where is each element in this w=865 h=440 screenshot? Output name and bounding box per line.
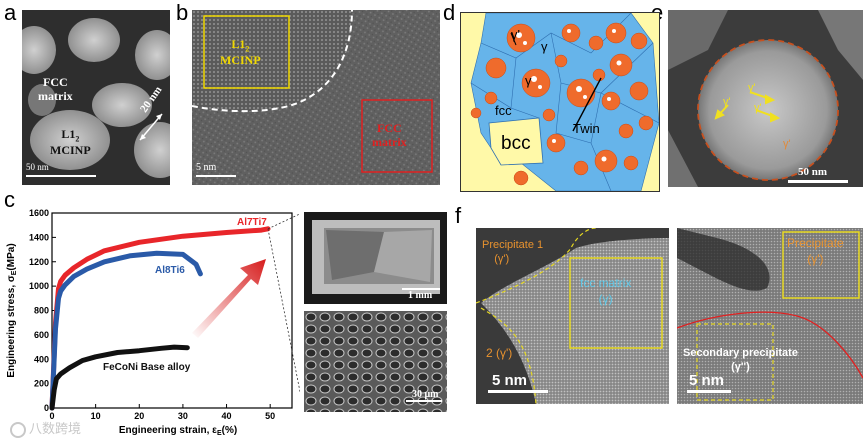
- panel-a-scale-bar: [26, 175, 96, 177]
- series-label-2: FeCoNi Base alloy: [103, 362, 191, 373]
- panel-c-inset-fracture-macro: 1 mm: [304, 212, 447, 304]
- panel-f-secondary-label: Secondary precipitate (γ''): [683, 347, 798, 374]
- panel-a-tem-image: FCC matrix L12 MCINP 20 nm 50 nm: [22, 10, 170, 185]
- panel-e-micrograph: [668, 10, 863, 187]
- panel-c-inset-bottom-scale-label: 30 μm: [412, 389, 439, 400]
- panel-letter-a: a: [4, 0, 17, 25]
- trend-arrow: [192, 259, 266, 338]
- panel-b-fcc-label: FCC matrix: [372, 121, 407, 149]
- panel-b-l12-label: L12 MCINP: [220, 37, 261, 67]
- y-tick-label: 0: [44, 403, 49, 413]
- panel-letter-c: c: [4, 187, 15, 212]
- panel-letter-b: b: [176, 0, 189, 25]
- panel-d-twin-label: Twin: [573, 121, 600, 136]
- connector-top: [267, 213, 300, 230]
- y-tick-label: 600: [34, 330, 49, 340]
- panel-f-left-micrograph: [476, 228, 669, 404]
- panel-b-hrtem-image: L12 MCINP FCC matrix 5 nm: [192, 10, 440, 185]
- panel-f-right-scale-label: 5 nm: [689, 372, 725, 389]
- x-tick-label: 50: [265, 411, 275, 421]
- y-tick-label: 1200: [29, 257, 49, 267]
- panel-f-right-hrtem: Precipitate (γ') Secondary precipitate (γ'…: [677, 228, 863, 404]
- panel-f-right-micrograph: [677, 228, 863, 404]
- panel-b-micrograph: [192, 10, 440, 185]
- panel-d-gamma-label-2: γ: [525, 73, 532, 88]
- y-tick-label: 1000: [29, 281, 49, 291]
- y-tick-label: 1600: [29, 208, 49, 218]
- panel-f-precipitate1-label: Precipitate 1 (γ'): [482, 239, 544, 266]
- series-line-2: [49, 344, 190, 411]
- x-tick-label: 10: [91, 411, 101, 421]
- y-tick-label: 1400: [29, 232, 49, 242]
- series-line-0: [49, 226, 271, 411]
- panel-d-gamma-label-1: γ: [541, 39, 548, 54]
- y-tick-label: 400: [34, 354, 49, 364]
- panel-e-gamma-prime-3: γ': [754, 102, 762, 114]
- panel-d-gamma-prime-label: γ': [511, 27, 520, 42]
- panel-f-left-hrtem: Precipitate 1 (γ') fcc matrix (γ) 2 (γ') …: [476, 228, 669, 404]
- x-tick-label: 40: [222, 411, 232, 421]
- watermark: 八数跨境: [10, 418, 81, 438]
- x-tick-label: 0: [49, 411, 54, 421]
- watermark-logo-icon: [10, 421, 26, 438]
- chart-frame: [51, 212, 293, 409]
- panel-d-fcc-label: fcc: [495, 103, 512, 118]
- panel-c-inset-micro-svg: [304, 311, 447, 412]
- panel-c-inset-top-scale-bar: [402, 288, 440, 290]
- panel-f-precipitate-r-label: Precipitate (γ'): [787, 236, 844, 266]
- panel-f-precipitate2-label: 2 (γ'): [486, 346, 513, 360]
- panel-e-gamma-prime-1: γ': [723, 96, 731, 108]
- panel-a-scale-label: 50 nm: [26, 162, 49, 172]
- panel-d-schematic-svg: [461, 13, 659, 191]
- panel-b-scale-bar: [196, 175, 236, 177]
- panel-a-fcc-label: FCC matrix: [38, 75, 73, 103]
- panel-d-schematic: γ' γ γ fcc bcc Twin: [460, 12, 660, 192]
- panel-letter-f: f: [455, 203, 462, 228]
- panel-a-l12-label: L12 MCINP: [50, 127, 91, 157]
- series-label-1: Al8Ti6: [155, 265, 185, 276]
- panel-d-bcc-label: bcc: [501, 133, 531, 154]
- y-tick-label: 800: [34, 306, 49, 316]
- panel-e-gamma-prime-4: γ': [783, 138, 791, 150]
- y-axis-title: Engineering stress, σE(MPa): [6, 243, 18, 377]
- panel-f-matrix-label: fcc matrix (γ): [580, 276, 632, 306]
- panel-letter-d: d: [443, 0, 456, 25]
- x-tick-label: 20: [134, 411, 144, 421]
- panel-e-scale-label: 50 nm: [798, 166, 828, 178]
- panel-e-gamma-prime-2: γ': [748, 82, 756, 94]
- panel-e-tem-image: γ' γ' γ' γ' 50 nm: [668, 10, 863, 187]
- series-line-1: [49, 250, 203, 411]
- panel-f-left-scale-label: 5 nm: [492, 372, 528, 389]
- panel-c-inset-fracture-micro: 30 μm: [304, 311, 447, 412]
- panel-c-stress-strain-chart: 0 200 400 600 800 1000 1200 1400 1600 0 10 20 30 40 50…: [6, 208, 300, 437]
- panel-c-inset-top-scale-label: 1 mm: [408, 290, 433, 301]
- series-label-0: Al7Ti7: [237, 217, 267, 228]
- panel-b-scale-label: 5 nm: [196, 162, 217, 173]
- panel-c-inset-bottom-scale-bar: [406, 400, 442, 402]
- x-tick-label: 30: [178, 411, 188, 421]
- panel-a-size-arrow: [139, 113, 163, 141]
- x-axis-title: Engineering strain, εE(%): [119, 425, 237, 437]
- y-tick-label: 200: [34, 379, 49, 389]
- connector-bottom: [267, 228, 300, 394]
